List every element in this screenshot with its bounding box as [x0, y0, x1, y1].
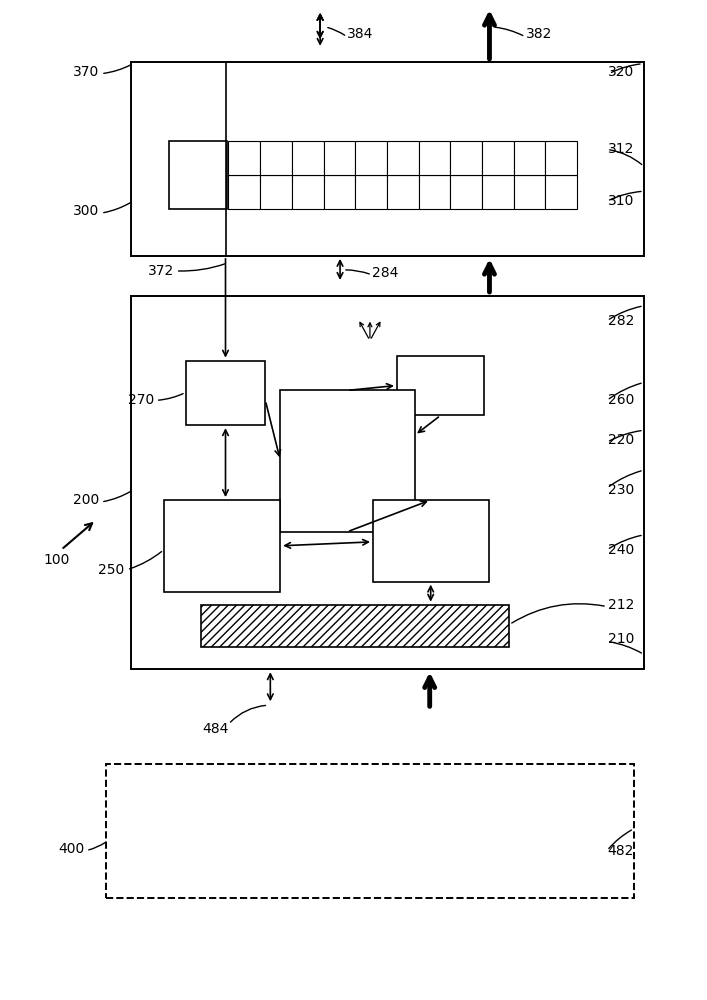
Bar: [201, 605, 509, 647]
Bar: [450, 141, 482, 175]
Bar: [545, 175, 577, 209]
Text: 220: 220: [608, 433, 634, 447]
Bar: [387, 141, 419, 175]
Text: 484: 484: [202, 722, 229, 736]
Bar: [260, 141, 292, 175]
Text: 260: 260: [608, 393, 634, 407]
Bar: [186, 361, 265, 425]
Bar: [419, 175, 450, 209]
Text: 384: 384: [347, 27, 373, 41]
Text: 200: 200: [73, 493, 99, 507]
Text: 310: 310: [608, 194, 634, 208]
Text: 312: 312: [608, 142, 634, 156]
Text: 240: 240: [608, 543, 634, 557]
Bar: [482, 141, 514, 175]
Bar: [419, 141, 450, 175]
Bar: [450, 175, 482, 209]
Bar: [260, 175, 292, 209]
Bar: [545, 141, 577, 175]
Bar: [324, 175, 355, 209]
Text: 382: 382: [526, 27, 552, 41]
Text: 320: 320: [608, 65, 634, 79]
Bar: [164, 500, 280, 592]
Bar: [387, 175, 419, 209]
Text: 212: 212: [608, 598, 634, 612]
Bar: [373, 500, 489, 582]
Bar: [106, 764, 634, 898]
Text: 230: 230: [608, 483, 634, 497]
Bar: [280, 390, 415, 532]
Text: 250: 250: [98, 563, 124, 577]
Text: 370: 370: [73, 65, 99, 79]
Bar: [292, 141, 324, 175]
Bar: [324, 141, 355, 175]
Bar: [397, 356, 484, 415]
Bar: [228, 141, 260, 175]
Text: 482: 482: [608, 844, 634, 858]
Bar: [355, 141, 387, 175]
Text: 210: 210: [608, 632, 634, 646]
Bar: [169, 141, 226, 209]
Text: 372: 372: [148, 264, 174, 278]
Text: 100: 100: [43, 553, 69, 567]
Text: 270: 270: [128, 393, 154, 407]
Bar: [131, 296, 644, 669]
Bar: [482, 175, 514, 209]
Bar: [131, 62, 644, 256]
Bar: [514, 141, 545, 175]
Bar: [292, 175, 324, 209]
Text: 400: 400: [58, 842, 84, 856]
Bar: [228, 175, 260, 209]
Text: 282: 282: [608, 314, 634, 328]
Text: 300: 300: [73, 204, 99, 218]
Bar: [355, 175, 387, 209]
Bar: [514, 175, 545, 209]
Text: 284: 284: [372, 266, 398, 280]
